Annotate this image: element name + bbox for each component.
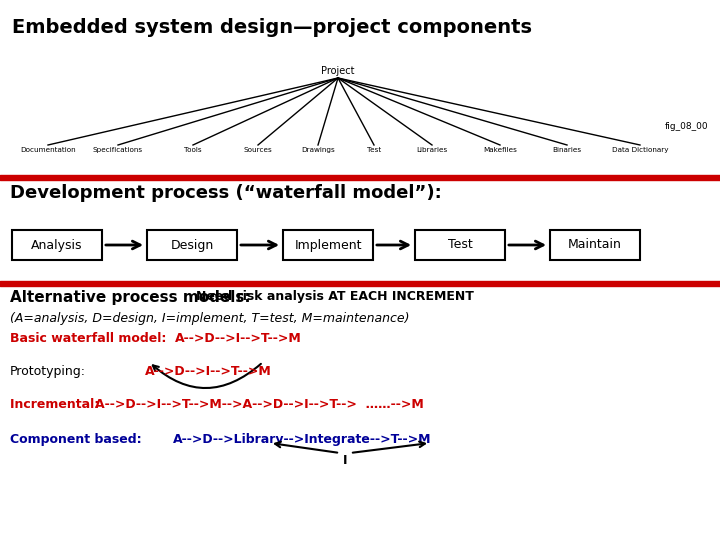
Text: A-->D-->I-->T-->M-->A-->D-->I-->T-->  ……-->M: A-->D-->I-->T-->M-->A-->D-->I-->T--> ……-…	[95, 398, 424, 411]
Text: Alternative process models:: Alternative process models:	[10, 290, 256, 305]
Text: Prototyping:: Prototyping:	[10, 365, 86, 378]
Text: Drawings: Drawings	[301, 147, 335, 153]
Text: fig_08_00: fig_08_00	[665, 122, 708, 131]
Text: A-->D-->I-->T-->M: A-->D-->I-->T-->M	[145, 365, 271, 378]
Text: I: I	[343, 454, 347, 467]
Text: Incremental:: Incremental:	[10, 398, 104, 411]
Text: Need risk analysis AT EACH INCREMENT: Need risk analysis AT EACH INCREMENT	[196, 290, 474, 303]
Text: Implement: Implement	[294, 239, 361, 252]
FancyArrowPatch shape	[153, 364, 261, 388]
FancyBboxPatch shape	[550, 230, 640, 260]
Text: A-->D-->Library-->Integrate-->T-->M: A-->D-->Library-->Integrate-->T-->M	[173, 433, 431, 446]
Text: Specifications: Specifications	[93, 147, 143, 153]
Text: Data Dictionary: Data Dictionary	[612, 147, 668, 153]
Text: Documentation: Documentation	[20, 147, 76, 153]
FancyBboxPatch shape	[12, 230, 102, 260]
FancyBboxPatch shape	[147, 230, 237, 260]
Text: Test: Test	[367, 147, 381, 153]
Text: Sources: Sources	[243, 147, 272, 153]
Text: A-->D-->I-->T-->M: A-->D-->I-->T-->M	[175, 332, 302, 345]
Text: Project: Project	[321, 66, 355, 76]
Text: Component based:: Component based:	[10, 433, 142, 446]
FancyBboxPatch shape	[415, 230, 505, 260]
Text: (A=analysis, D=design, I=implement, T=test, M=maintenance): (A=analysis, D=design, I=implement, T=te…	[10, 312, 410, 325]
Text: Tools: Tools	[184, 147, 202, 153]
Text: Test: Test	[448, 239, 472, 252]
Text: Development process (“waterfall model”):: Development process (“waterfall model”):	[10, 184, 442, 202]
Text: Maintain: Maintain	[568, 239, 622, 252]
Text: Binaries: Binaries	[552, 147, 582, 153]
Text: Makefiles: Makefiles	[483, 147, 517, 153]
FancyBboxPatch shape	[283, 230, 373, 260]
Text: Embedded system design—project components: Embedded system design—project component…	[12, 18, 532, 37]
Text: Design: Design	[171, 239, 214, 252]
Text: Libraries: Libraries	[416, 147, 448, 153]
Text: Basic waterfall model:: Basic waterfall model:	[10, 332, 175, 345]
Text: Analysis: Analysis	[31, 239, 83, 252]
